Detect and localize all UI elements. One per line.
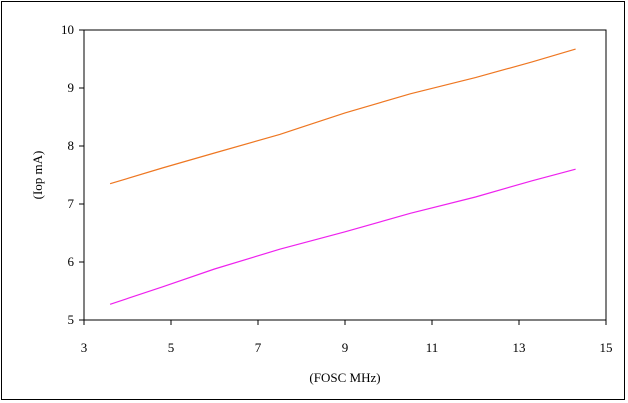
y-axis-title: (Iop mA) [30, 151, 45, 200]
x-tick-label: 9 [342, 340, 349, 355]
x-tick-label: 5 [168, 340, 175, 355]
x-tick-label: 3 [81, 340, 88, 355]
x-tick-label: 7 [255, 340, 262, 355]
x-tick-label: 15 [600, 340, 613, 355]
x-axis: 3 5 7 9 11 13 15 [81, 320, 613, 355]
y-tick-label: 9 [68, 80, 75, 95]
y-tick-label: 7 [68, 196, 75, 211]
y-axis: 5 6 7 8 9 10 [61, 22, 84, 327]
series-layer [109, 48, 576, 305]
plot-area [83, 29, 607, 321]
y-tick-label: 8 [68, 138, 75, 153]
series-line-1 [109, 48, 576, 185]
y-tick-label: 5 [68, 312, 75, 327]
y-tick-label: 6 [68, 254, 75, 269]
series-line-2 [109, 168, 576, 305]
y-tick-label: 10 [61, 22, 74, 37]
x-tick-label: 11 [426, 340, 439, 355]
x-axis-title: (FOSC MHz) [309, 370, 380, 385]
x-tick-label: 13 [513, 340, 526, 355]
